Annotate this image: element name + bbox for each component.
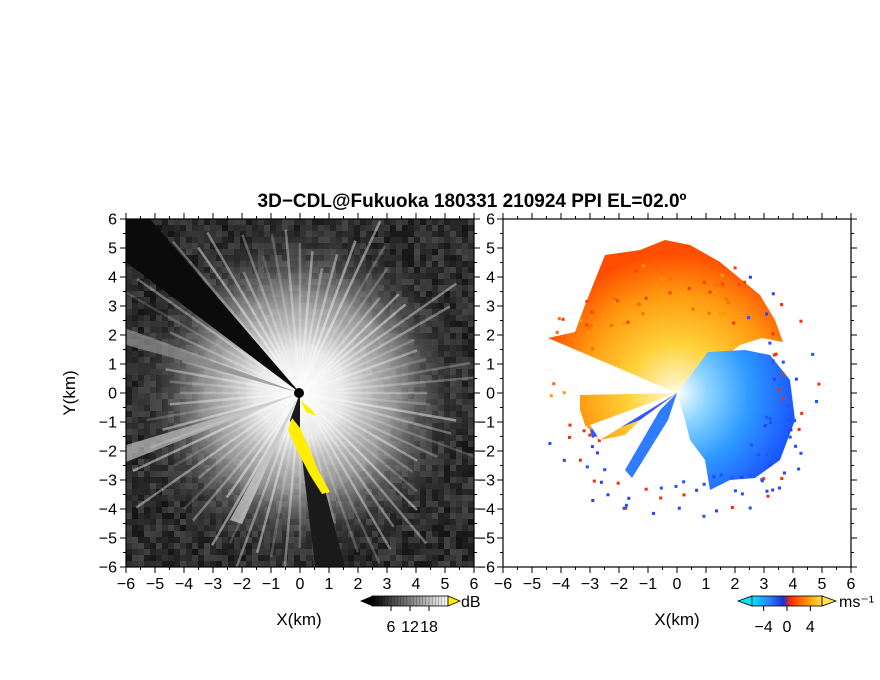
x-tick-label: −3 xyxy=(581,576,599,593)
y-tick-label: −2 xyxy=(99,444,117,461)
x-tick-label: −5 xyxy=(523,576,541,593)
x-tick-label: 2 xyxy=(731,576,740,593)
colorbar-tick-label: −4 xyxy=(755,619,773,636)
y-tick-label: 4 xyxy=(108,270,117,287)
velocity-colorbar-unit: ms⁻¹ xyxy=(839,594,874,611)
y-tick-label: 0 xyxy=(486,386,495,403)
y-tick-label: −3 xyxy=(477,473,495,490)
y-tick-label: 1 xyxy=(108,357,117,374)
velocity-colorbar: −4 0 4 ms⁻¹ xyxy=(736,594,874,636)
x-tick-label: 6 xyxy=(470,576,479,593)
x-tick-label: −4 xyxy=(552,576,570,593)
y-tick-label: 3 xyxy=(108,299,117,316)
reflectivity-colorbar-unit: dB xyxy=(461,594,481,611)
y-tick-label: −1 xyxy=(477,415,495,432)
velocity-speckles xyxy=(548,264,821,518)
reflectivity-colorbar-ticks: 6 12 18 xyxy=(371,596,449,636)
velocity-blocked-sector-2 xyxy=(590,393,677,440)
y-tick-label: 2 xyxy=(108,328,117,345)
reflectivity-ticks xyxy=(120,213,480,573)
colorbar-tick-label: 12 xyxy=(401,619,419,636)
velocity-colorbar-ticks: −4 0 4 xyxy=(755,606,815,636)
y-tick-label: 1 xyxy=(486,357,495,374)
figure-title: 3D−CDL@Fukuoka 180331 210924 PPI EL=02.0… xyxy=(258,191,687,212)
y-tick-label: 6 xyxy=(108,212,117,229)
x-tick-label: −2 xyxy=(610,576,628,593)
y-tick-label: −5 xyxy=(99,531,117,548)
colorbar-tick-label: 6 xyxy=(387,619,396,636)
x-tick-label: −6 xyxy=(117,576,135,593)
x-tick-label: 5 xyxy=(441,576,450,593)
colorbar-tick-label: 4 xyxy=(806,619,815,636)
y-tick-label: 0 xyxy=(108,386,117,403)
y-tick-label: −6 xyxy=(477,560,495,577)
x-tick-label: 6 xyxy=(847,576,856,593)
reflectivity-colorbar: 6 12 18 dB xyxy=(360,594,481,636)
radar-site-marker xyxy=(294,388,304,398)
x-tick-label: 0 xyxy=(673,576,682,593)
colorbar-tick-label: 18 xyxy=(420,619,438,636)
y-tick-label: 2 xyxy=(486,328,495,345)
velocity-x-axis-label: X(km) xyxy=(654,610,699,629)
velocity-blocked-sector xyxy=(548,355,677,393)
x-tick-label: 1 xyxy=(702,576,711,593)
velocity-x-tick-labels: −6 −5 −4 −3 −2 −1 0 1 2 3 4 5 6 xyxy=(494,576,856,593)
velocity-cool-beam xyxy=(625,393,677,478)
x-tick-label: 2 xyxy=(354,576,363,593)
y-tick-label: −4 xyxy=(99,502,117,519)
x-tick-label: −3 xyxy=(204,576,222,593)
y-tick-label: −6 xyxy=(99,560,117,577)
reflectivity-sectors xyxy=(126,219,345,567)
y-tick-label: −2 xyxy=(477,444,495,461)
y-tick-label: −5 xyxy=(477,531,495,548)
x-tick-label: 3 xyxy=(383,576,392,593)
x-tick-label: 3 xyxy=(760,576,769,593)
y-tick-label: 4 xyxy=(486,270,495,287)
y-tick-label: −1 xyxy=(99,415,117,432)
x-tick-label: 0 xyxy=(296,576,305,593)
y-tick-label: 6 xyxy=(486,212,495,229)
colorbar-tick-label: 0 xyxy=(783,619,792,636)
reflectivity-panel: −6 −5 −4 −3 −2 −1 0 1 2 3 4 5 6 −6−5−4−3−2−10123456 … xyxy=(60,212,481,637)
x-tick-label: −1 xyxy=(639,576,657,593)
x-tick-label: −2 xyxy=(233,576,251,593)
reflectivity-x-axis-label: X(km) xyxy=(276,610,321,629)
reflectivity-x-tick-labels: −6 −5 −4 −3 −2 −1 0 1 2 3 4 5 6 xyxy=(117,576,479,593)
x-tick-label: −6 xyxy=(494,576,512,593)
y-tick-label: 5 xyxy=(486,241,495,258)
x-tick-label: 5 xyxy=(818,576,827,593)
x-tick-label: −1 xyxy=(262,576,280,593)
y-tick-label: −4 xyxy=(477,502,495,519)
y-tick-label: 3 xyxy=(486,299,495,316)
y-tick-label: 5 xyxy=(108,241,117,258)
x-tick-label: 1 xyxy=(325,576,334,593)
reflectivity-y-axis-label: Y(km) xyxy=(60,370,79,415)
reflectivity-y-tick-labels: −6 −5 −4 −3 −2 −1 0 1 2 3 4 5 6 xyxy=(99,212,117,577)
x-tick-label: 4 xyxy=(789,576,798,593)
x-tick-label: −4 xyxy=(175,576,193,593)
x-tick-label: −5 xyxy=(146,576,164,593)
y-tick-label: −3 xyxy=(99,473,117,490)
x-tick-label: 4 xyxy=(412,576,421,593)
velocity-ticks: −6 −5 −4 −3 −2 −1 0 1 2 3 4 5 6 xyxy=(477,212,857,577)
